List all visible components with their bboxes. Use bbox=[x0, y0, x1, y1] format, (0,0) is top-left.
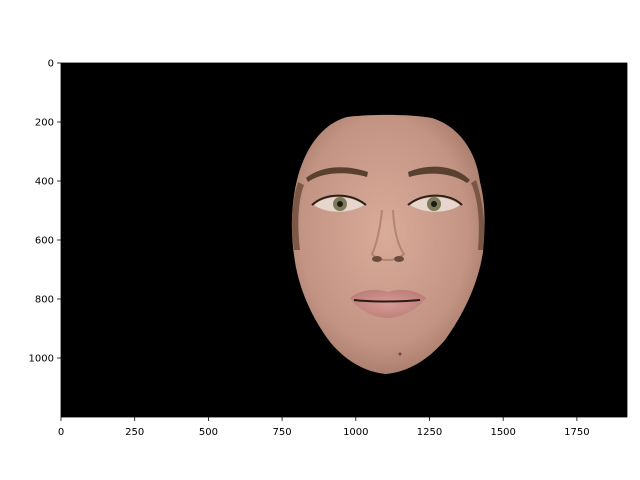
x-tick-label: 1750 bbox=[564, 427, 589, 438]
nostril-right bbox=[394, 256, 404, 262]
lips bbox=[350, 289, 426, 318]
face-shape bbox=[291, 114, 485, 374]
eye-left bbox=[311, 194, 367, 212]
x-tick-label: 1000 bbox=[343, 427, 368, 438]
y-tick-label: 1000 bbox=[29, 354, 54, 365]
eye-right bbox=[407, 194, 463, 212]
y-tick-label: 400 bbox=[35, 177, 54, 188]
y-tick-label: 800 bbox=[35, 295, 54, 306]
x-tick-label: 500 bbox=[199, 427, 218, 438]
lip-line bbox=[353, 299, 421, 303]
x-tick-label: 1250 bbox=[417, 427, 442, 438]
y-tick-label: 0 bbox=[48, 59, 54, 70]
y-axis: 0 200 400 600 800 1000 bbox=[29, 59, 61, 365]
y-tick-label: 600 bbox=[35, 236, 54, 247]
hair-left bbox=[291, 182, 304, 250]
x-tick-label: 1500 bbox=[490, 427, 515, 438]
face-image bbox=[291, 114, 485, 374]
x-tick-label: 0 bbox=[58, 427, 64, 438]
mole bbox=[398, 352, 402, 356]
nostril-left bbox=[372, 256, 382, 262]
eyebrow-right bbox=[408, 166, 470, 183]
nose bbox=[370, 209, 406, 261]
x-tick-label: 750 bbox=[273, 427, 292, 438]
x-tick-label: 250 bbox=[125, 427, 144, 438]
y-tick-label: 200 bbox=[35, 118, 54, 129]
hair-right bbox=[471, 180, 485, 250]
plot-area bbox=[61, 63, 627, 417]
eyebrow-left bbox=[306, 167, 368, 182]
